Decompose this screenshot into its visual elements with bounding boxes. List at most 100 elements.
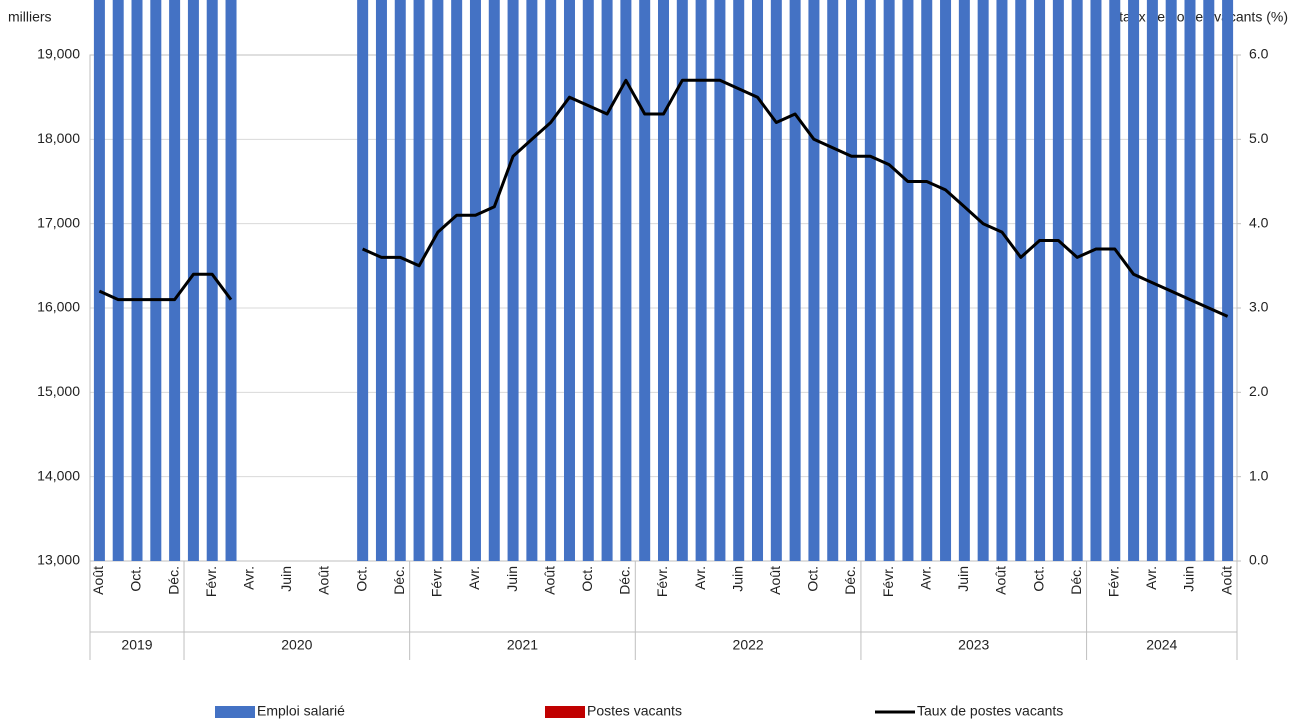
- x-tick-label: Août: [993, 566, 1009, 595]
- bar-segment: [846, 0, 858, 562]
- bar-segment: [131, 0, 143, 561]
- y-tick-label: 15,000: [37, 383, 80, 399]
- x-tick-label: Févr.: [1105, 566, 1121, 597]
- bar-segment: [394, 0, 406, 562]
- bar-segment: [545, 0, 557, 561]
- bar-segment: [921, 0, 933, 561]
- bar-segment: [620, 0, 632, 561]
- legend-swatch: [215, 706, 255, 718]
- x-tick-label: Déc.: [165, 566, 181, 595]
- bar-segment: [563, 0, 575, 562]
- x-tick-label: Avr.: [241, 566, 257, 590]
- bar-segment: [375, 0, 387, 561]
- y2-tick-label: 0.0: [1249, 552, 1269, 568]
- x-tick-label: Juin: [1181, 566, 1197, 592]
- x-tick-label: Déc.: [617, 566, 633, 595]
- bar-segment: [1128, 0, 1140, 561]
- y-axis-label: milliers: [8, 9, 52, 25]
- bar-segment: [883, 0, 895, 562]
- legend-label: Emploi salarié: [257, 703, 345, 719]
- x-tick-label: Oct.: [805, 566, 821, 592]
- x-tick-label: Avr.: [692, 566, 708, 590]
- bar-segment: [658, 0, 669, 561]
- bar-segment: [676, 0, 688, 561]
- x-tick-label: Août: [541, 566, 557, 595]
- x-tick-label: Juin: [278, 566, 294, 592]
- x-tick-label: Juin: [729, 566, 745, 592]
- x-tick-label: Avr.: [917, 566, 933, 590]
- bar-segment: [808, 0, 820, 561]
- bar-segment: [733, 0, 745, 561]
- bar-segment: [639, 0, 651, 561]
- y2-tick-label: 1.0: [1249, 467, 1269, 483]
- x-tick-label: Déc.: [842, 566, 858, 595]
- bar-segment: [601, 0, 613, 561]
- y-tick-label: 14,000: [37, 467, 80, 483]
- bar-segment: [1109, 0, 1121, 561]
- year-label: 2024: [1146, 637, 1177, 653]
- y-tick-label: 16,000: [37, 299, 80, 315]
- bar-segment: [1203, 0, 1215, 561]
- y2-tick-label: 5.0: [1249, 130, 1269, 146]
- bar-segment: [413, 0, 425, 562]
- year-label: 2019: [121, 637, 152, 653]
- x-tick-label: Juin: [955, 566, 971, 592]
- y-tick-label: 19,000: [37, 46, 80, 62]
- x-tick-label: Déc.: [391, 566, 407, 595]
- bar-segment: [357, 0, 369, 561]
- year-label: 2022: [733, 637, 764, 653]
- x-tick-label: Avr.: [1143, 566, 1159, 590]
- bar-segment: [169, 0, 181, 561]
- bar-segment: [1052, 0, 1064, 561]
- y-tick-label: 13,000: [37, 552, 80, 568]
- bar-segment: [1184, 0, 1196, 562]
- y2-tick-label: 4.0: [1249, 214, 1269, 230]
- bar-segment: [752, 0, 764, 562]
- bar-segment: [1165, 0, 1177, 561]
- y-tick-label: 17,000: [37, 214, 80, 230]
- bar-segment: [93, 0, 105, 561]
- bar-segment: [507, 0, 519, 561]
- bar-segment: [1071, 0, 1083, 562]
- y2-tick-label: 3.0: [1249, 299, 1269, 315]
- bar-segment: [1015, 0, 1027, 561]
- y2-tick-label: 6.0: [1249, 46, 1269, 62]
- x-tick-label: Oct.: [128, 566, 144, 592]
- bar-segment: [187, 0, 199, 561]
- x-tick-label: Août: [90, 566, 106, 595]
- x-tick-label: Oct.: [353, 566, 369, 592]
- x-tick-label: Août: [316, 566, 332, 595]
- x-tick-label: Août: [767, 566, 783, 595]
- y2-tick-label: 2.0: [1249, 383, 1269, 399]
- bar-segment: [827, 0, 839, 561]
- bar-segment: [225, 0, 237, 562]
- bar-segment: [996, 0, 1008, 562]
- bar-segment: [206, 0, 218, 561]
- bar-segment: [582, 0, 594, 561]
- x-tick-label: Févr.: [203, 566, 219, 597]
- bar-segment: [432, 0, 444, 561]
- x-tick-label: Févr.: [654, 566, 670, 597]
- rate-line: [98, 78, 1229, 318]
- bar-segment: [977, 0, 989, 562]
- bar-segment: [150, 0, 162, 561]
- bar-segment: [488, 0, 500, 561]
- bar-segment: [695, 0, 707, 561]
- bar-segment: [451, 0, 463, 561]
- bar-segment: [958, 0, 970, 561]
- year-label: 2023: [958, 637, 989, 653]
- legend-label: Postes vacants: [587, 703, 682, 719]
- legend-swatch: [545, 706, 585, 718]
- bar-segment: [526, 0, 538, 561]
- x-tick-label: Août: [1218, 566, 1234, 595]
- x-tick-label: Avr.: [466, 566, 482, 590]
- bar-segment: [789, 0, 801, 561]
- bar-segment: [1090, 0, 1102, 561]
- x-tick-label: Juin: [504, 566, 520, 592]
- x-tick-label: Oct.: [579, 566, 595, 592]
- bar-segment: [902, 0, 914, 562]
- x-tick-label: Févr.: [880, 566, 896, 597]
- legend-label: Taux de postes vacants: [917, 703, 1063, 719]
- bar-segment: [112, 0, 124, 561]
